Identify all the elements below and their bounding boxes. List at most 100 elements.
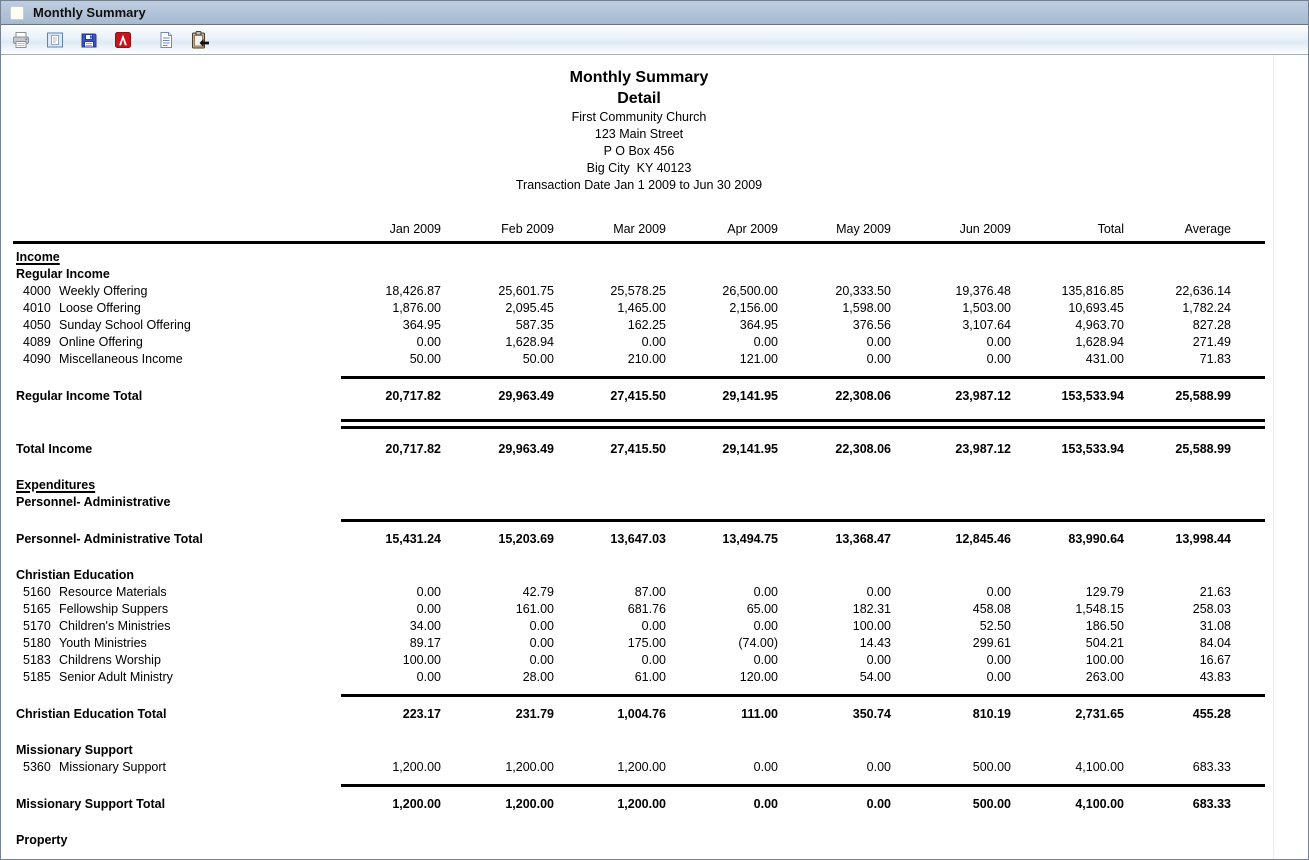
- value-cell: 100.00: [402, 653, 441, 667]
- column-header-row: Jan 2009 Feb 2009 Mar 2009 Apr 2009 May …: [13, 220, 1265, 238]
- value-cell: 0.00: [753, 619, 778, 633]
- value-cell: 0.00: [753, 585, 778, 599]
- save-button[interactable]: [75, 27, 102, 52]
- column-header: Average: [1184, 222, 1231, 236]
- account-name: Missionary Support: [59, 760, 166, 774]
- section-heading: Christian Education: [13, 567, 1265, 584]
- report-body: Income Regular Income 4000 Weekly Offering 1…: [13, 249, 1265, 849]
- pdf-icon: [114, 31, 131, 48]
- total-row: Regular Income Total 20,717.82 29,963.49 27…: [13, 388, 1265, 405]
- value-cell: 500.00: [972, 760, 1011, 774]
- value-cell: 500.00: [972, 797, 1011, 811]
- window-icon[interactable]: [10, 5, 24, 20]
- value-cell: 52.50: [979, 619, 1011, 633]
- value-cell: 87.00: [634, 585, 666, 599]
- value-cell: 29,963.49: [498, 389, 554, 403]
- section-heading: Property: [13, 832, 1265, 849]
- value-cell: 21.63: [1199, 585, 1231, 599]
- account-row: 4090 Miscellaneous Income 50.00 50.00 210.00…: [13, 351, 1265, 368]
- value-cell: 810.19: [972, 707, 1011, 721]
- value-cell: 0.00: [529, 636, 554, 650]
- row-label: Income: [16, 250, 60, 264]
- value-cell: (74.00): [738, 636, 778, 650]
- value-cell: 458.08: [972, 602, 1011, 616]
- account-row: 4089 Online Offering 0.00 1,628.94 0.00 0.00 0…: [13, 334, 1265, 351]
- org-pobox: P O Box 456: [603, 144, 675, 158]
- title-bar: Monthly Summary: [1, 1, 1308, 25]
- value-cell: 1,465.00: [617, 301, 666, 315]
- value-cell: 13,998.44: [1175, 532, 1231, 546]
- value-cell: 2,731.65: [1075, 707, 1124, 721]
- account-name: Children's Ministries: [59, 619, 171, 633]
- value-cell: 1,200.00: [392, 760, 441, 774]
- value-cell: 0.00: [416, 335, 441, 349]
- value-cell: 0.00: [866, 760, 891, 774]
- text-file-icon: [160, 31, 172, 48]
- org-street: 123 Main Street: [594, 127, 684, 141]
- value-cell: 299.61: [972, 636, 1011, 650]
- value-cell: 13,647.03: [610, 532, 666, 546]
- value-cell: 0.00: [866, 352, 891, 366]
- row-label: Property: [16, 833, 68, 847]
- value-cell: 0.00: [753, 797, 778, 811]
- value-cell: 376.56: [852, 318, 891, 332]
- value-cell: 100.00: [852, 619, 891, 633]
- value-cell: 364.95: [402, 318, 441, 332]
- value-cell: 29,963.49: [498, 442, 554, 456]
- window-title: Monthly Summary: [33, 5, 146, 20]
- value-cell: 27,415.50: [610, 442, 666, 456]
- value-cell: 0.00: [753, 653, 778, 667]
- copy-to-clipboard-button[interactable]: [186, 27, 213, 52]
- value-cell: 0.00: [416, 670, 441, 684]
- value-cell: 16.67: [1199, 653, 1231, 667]
- value-cell: 364.95: [739, 318, 778, 332]
- value-cell: 71.83: [1199, 352, 1231, 366]
- value-cell: 0.00: [416, 602, 441, 616]
- value-cell: 1,200.00: [617, 760, 666, 774]
- clipboard-icon: [192, 30, 209, 48]
- value-cell: 681.76: [627, 602, 666, 616]
- value-cell: 0.00: [866, 797, 891, 811]
- value-cell: 1,200.00: [505, 797, 554, 811]
- value-cell: 0.00: [986, 335, 1011, 349]
- value-cell: 54.00: [859, 670, 891, 684]
- column-header: Feb 2009: [501, 222, 554, 236]
- section-rule: [341, 376, 1265, 379]
- value-cell: 23,987.12: [955, 442, 1011, 456]
- row-label: Christian Education: [16, 568, 135, 582]
- row-label: Missionary Support Total: [16, 797, 166, 811]
- section-heading: Expenditures: [13, 477, 1265, 494]
- value-cell: 22,636.14: [1175, 284, 1231, 298]
- export-text-button[interactable]: [152, 27, 179, 52]
- value-cell: 50.00: [409, 352, 441, 366]
- value-cell: 12,845.46: [955, 532, 1011, 546]
- value-cell: 1,503.00: [962, 301, 1011, 315]
- value-cell: 61.00: [634, 670, 666, 684]
- print-preview-button[interactable]: [41, 27, 68, 52]
- value-cell: 34.00: [409, 619, 441, 633]
- value-cell: 0.00: [641, 335, 666, 349]
- value-cell: 120.00: [739, 670, 778, 684]
- value-cell: 0.00: [753, 760, 778, 774]
- section-rule: [341, 694, 1265, 697]
- value-cell: 2,156.00: [729, 301, 778, 315]
- row-label: Total Income: [16, 442, 93, 456]
- total-row: Personnel- Administrative Total 15,431.24…: [13, 531, 1265, 548]
- value-cell: 182.31: [852, 602, 891, 616]
- value-cell: 0.00: [529, 653, 554, 667]
- row-label: Expenditures: [16, 478, 96, 492]
- account-name: Childrens Worship: [59, 653, 161, 667]
- date-range: Transaction Date Jan 1 2009 to Jun 30 20…: [515, 178, 763, 192]
- section-heading: Personnel- Administrative: [13, 494, 1265, 511]
- report-subtitle: Detail: [617, 90, 661, 107]
- value-cell: 1,598.00: [842, 301, 891, 315]
- print-button[interactable]: [7, 27, 34, 52]
- export-pdf-button[interactable]: [109, 27, 136, 52]
- account-code: 5360: [23, 760, 51, 774]
- row-label: Personnel- Administrative Total: [16, 532, 203, 546]
- column-header: Jan 2009: [389, 222, 441, 236]
- value-cell: 27,415.50: [610, 389, 666, 403]
- row-label: Personnel- Administrative: [16, 495, 171, 509]
- value-cell: 1,782.24: [1182, 301, 1231, 315]
- org-name: First Community Church: [571, 110, 707, 124]
